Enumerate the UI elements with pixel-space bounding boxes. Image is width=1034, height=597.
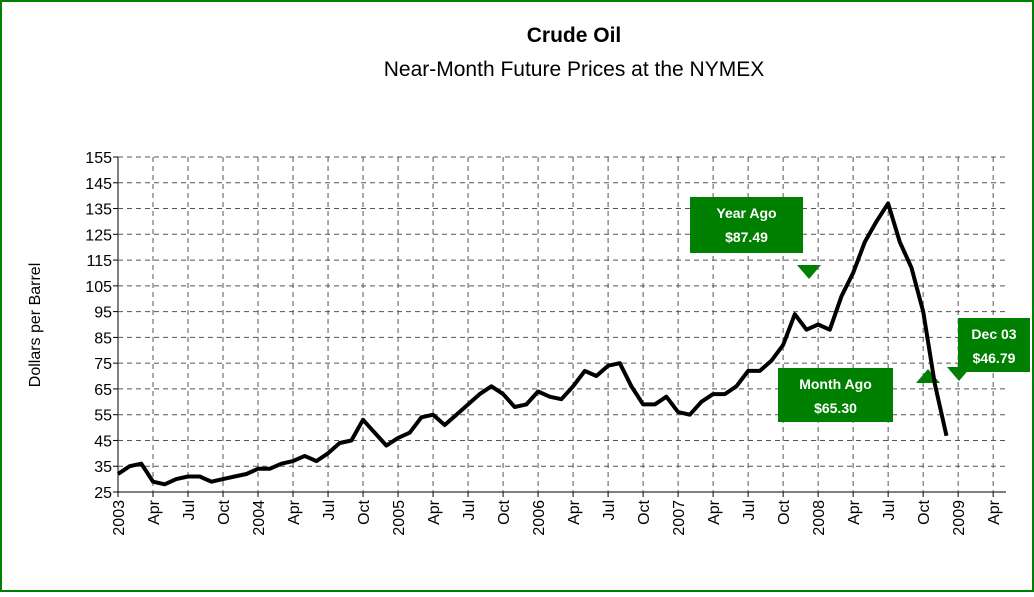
x-tick-label: 2003 <box>111 500 128 536</box>
year-ago-marker <box>797 265 821 279</box>
x-tick-label: Jul <box>461 500 478 520</box>
y-tick-label: 135 <box>85 202 112 219</box>
x-tick-label: Apr <box>706 499 723 525</box>
x-tick-label: Apr <box>566 499 583 525</box>
y-axis-label: Dollars per Barrel <box>27 263 44 387</box>
x-tick-label: Oct <box>916 499 933 524</box>
x-tick-label: Jul <box>741 500 758 520</box>
x-tick-label: Oct <box>356 499 373 524</box>
x-tick-label: 2007 <box>671 500 688 536</box>
x-tick-label: Jul <box>601 500 618 520</box>
annotation-value: $65.30 <box>814 400 857 416</box>
annotation-label: Month Ago <box>799 376 872 392</box>
annotation-label: Year Ago <box>716 205 776 221</box>
price-line <box>116 201 949 487</box>
x-tick-label: 2008 <box>811 500 828 536</box>
y-tick-label: 85 <box>94 330 112 347</box>
x-tick-label: Oct <box>216 499 233 524</box>
y-tick-label: 95 <box>94 305 112 322</box>
y-tick-label: 55 <box>94 408 112 425</box>
annotation-label: Dec 03 <box>971 326 1016 342</box>
y-tick-label: 35 <box>94 459 112 476</box>
y-tick-label: 65 <box>94 382 112 399</box>
annotation-box <box>778 368 893 422</box>
y-tick-label: 115 <box>86 253 112 270</box>
annotation-value: $46.79 <box>973 350 1016 366</box>
x-tick-label: Apr <box>286 499 303 525</box>
x-tick-label: 2005 <box>391 500 408 536</box>
x-tick-label: 2009 <box>951 500 968 536</box>
annotation-value: $87.49 <box>725 229 768 245</box>
x-tick-label: Oct <box>636 499 653 524</box>
y-tick-label: 25 <box>94 485 112 502</box>
x-tick-label: Jul <box>881 500 898 520</box>
chart-subtitle: Near-Month Future Prices at the NYMEX <box>384 58 764 81</box>
x-tick-label: 2006 <box>531 500 548 536</box>
annotation-box <box>958 318 1030 372</box>
x-tick-label: Apr <box>986 499 1003 525</box>
y-tick-label: 75 <box>94 356 112 373</box>
x-tick-label: Apr <box>426 499 443 525</box>
y-tick-label: 155 <box>85 150 112 167</box>
annotation-box <box>690 197 803 253</box>
y-tick-label: 145 <box>85 176 112 193</box>
x-tick-label: Oct <box>776 499 793 524</box>
x-tick-label: Oct <box>496 499 513 524</box>
x-tick-label: 2004 <box>251 500 268 536</box>
y-tick-label: 105 <box>85 279 112 296</box>
x-tick-label: Apr <box>846 499 863 525</box>
chart-title: Crude Oil <box>527 24 622 47</box>
y-tick-label: 125 <box>85 227 112 244</box>
x-tick-label: Apr <box>146 499 163 525</box>
x-tick-label: Jul <box>181 500 198 520</box>
y-tick-label: 45 <box>94 433 112 450</box>
x-tick-label: Jul <box>321 500 338 520</box>
